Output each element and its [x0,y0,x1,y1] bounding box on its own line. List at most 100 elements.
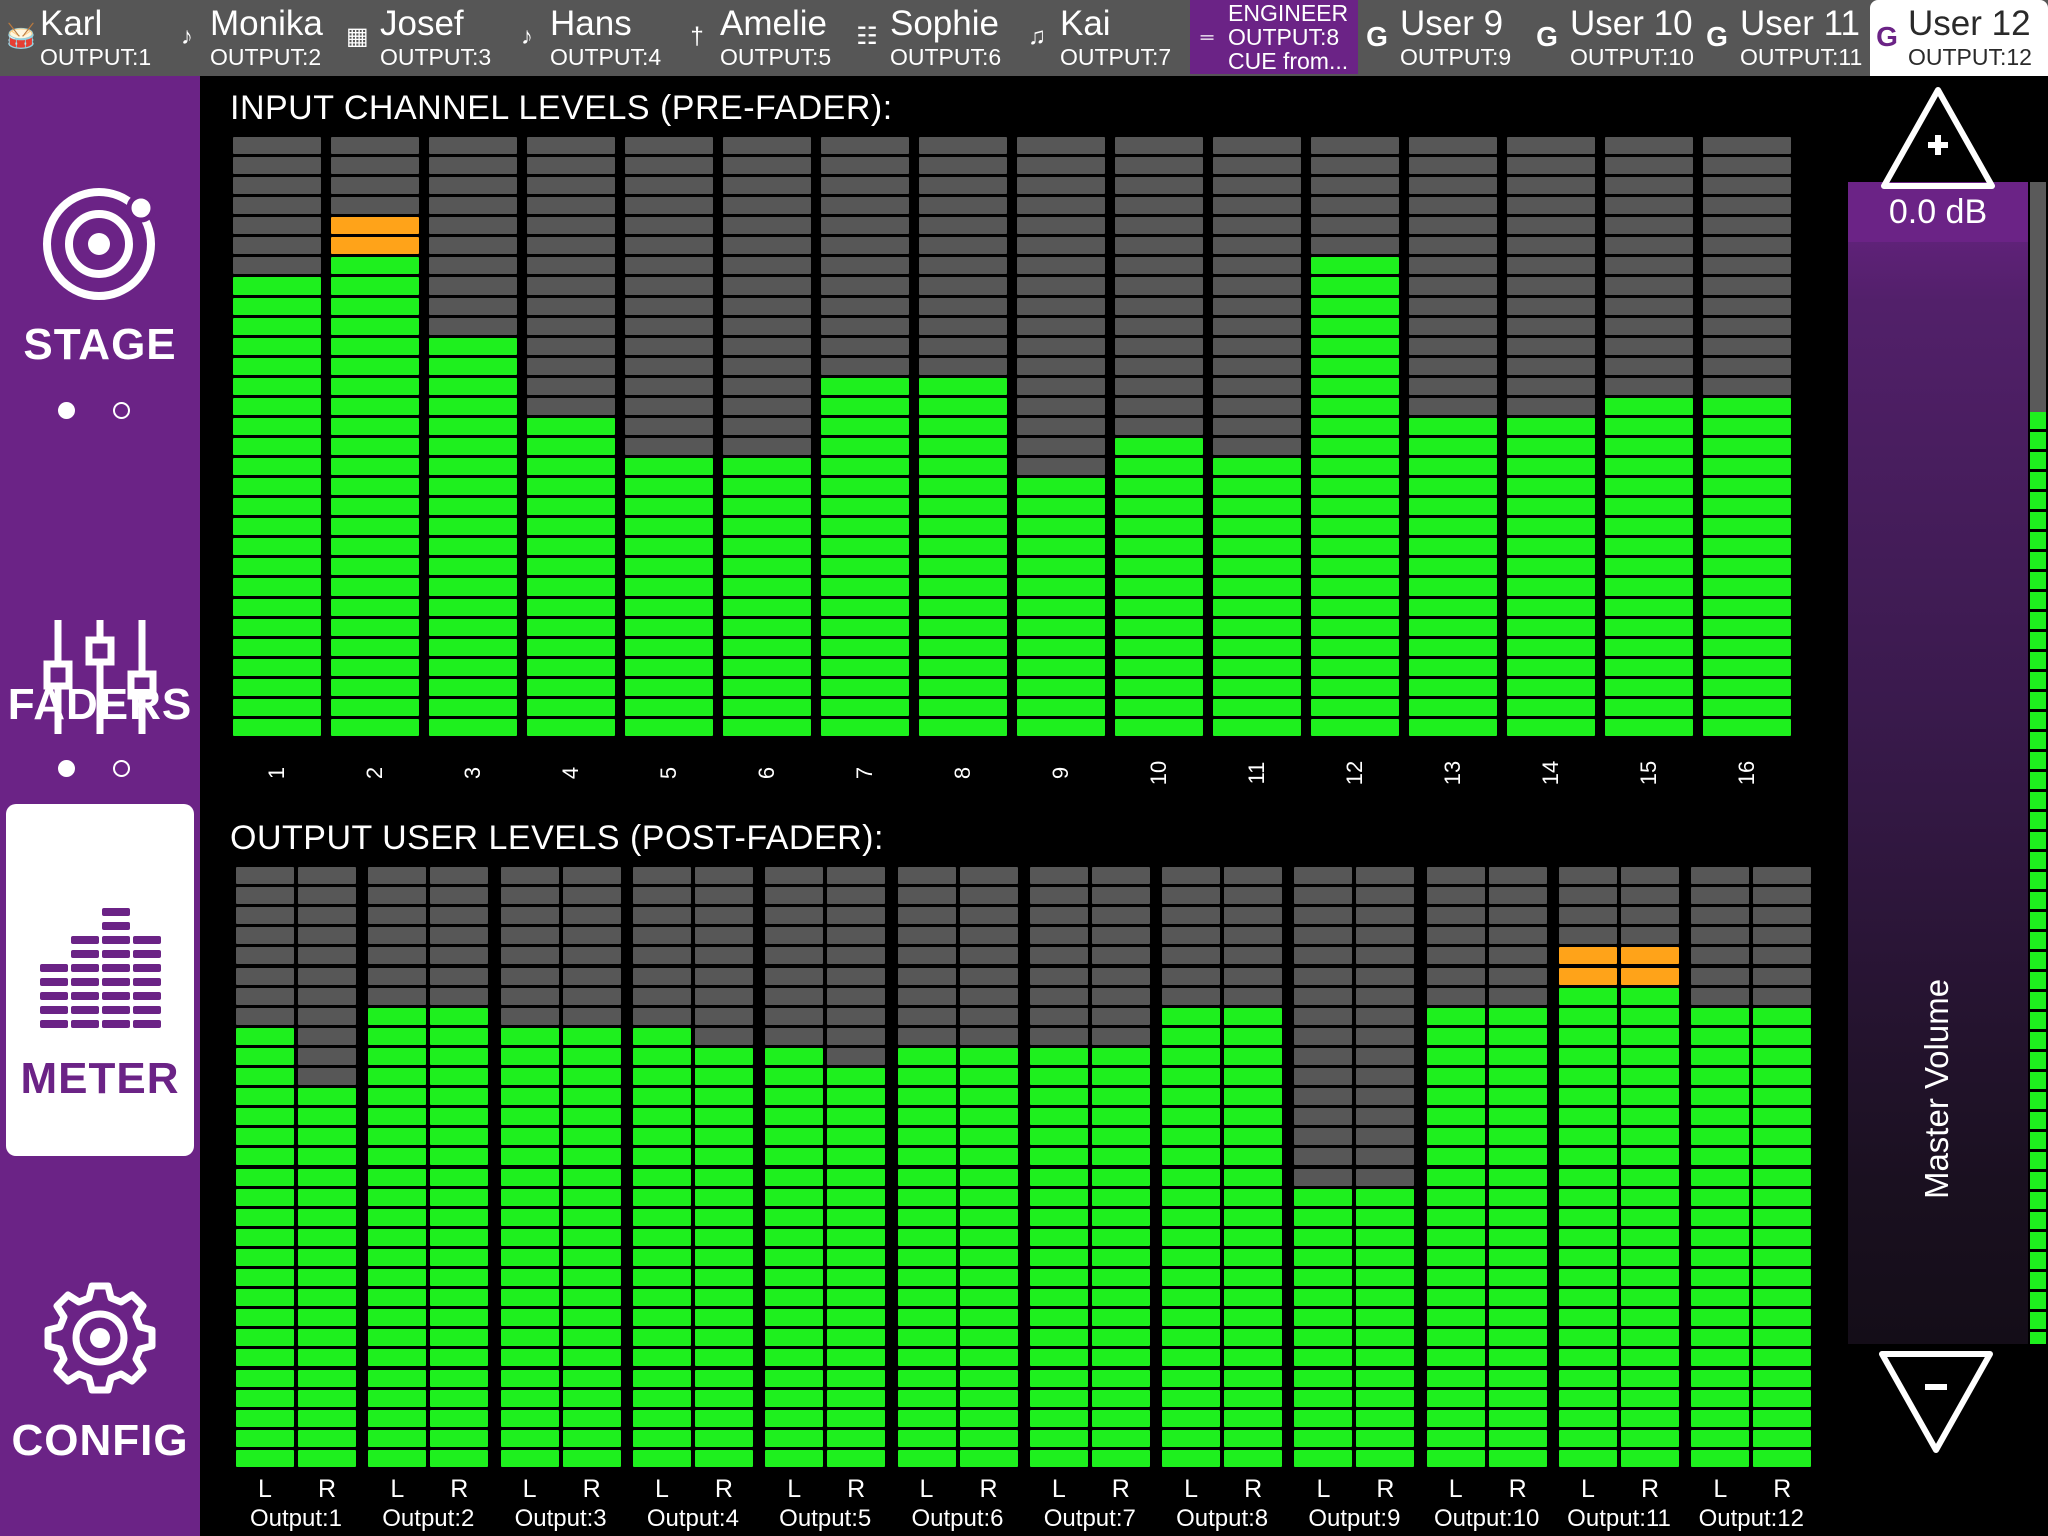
meter-segment-off [1703,277,1791,295]
user-tab-7[interactable]: ♫ Kai OUTPUT:7 [1020,0,1190,76]
meter-segment-green [1426,1269,1485,1287]
user-tab-5[interactable]: † Amelie OUTPUT:5 [680,0,850,76]
meter-segment-green [1409,698,1497,716]
user-output: OUTPUT:3 [380,44,492,70]
meter-segment-green [959,1349,1018,1367]
nav-stage[interactable]: STAGE [6,76,194,376]
meter-segment-green [430,1389,489,1407]
meter-segment-off [1703,317,1791,335]
meter-segment-green [1311,518,1399,536]
meter-segment-off [562,907,621,925]
meter-segment-green [694,1108,753,1126]
user-tab-11[interactable]: G User 11 OUTPUT:11 [1700,0,1870,76]
nav-config[interactable]: CONFIG [6,1266,194,1526]
meter-segment-green [1488,1188,1547,1206]
user-tab-6[interactable]: ☷ Sophie OUTPUT:6 [850,0,1020,76]
output-meter-right [959,867,1018,1470]
meter-segment-off [1703,357,1791,375]
meter-segment-off [919,257,1007,275]
meter-segment-green [1753,1289,1812,1307]
meter-segment-off [1507,257,1595,275]
output-meter-right [1488,867,1547,1470]
meter-segment-green [1488,1449,1547,1467]
left-channel-label: L [522,1475,537,1503]
meter-segment-off [723,397,811,415]
meter-segment-green [430,1148,489,1166]
meter-segment-off [429,217,517,235]
meter-segment-off [1091,967,1150,985]
user-tab-9[interactable]: G User 9 OUTPUT:9 [1360,0,1530,76]
output-meter-left [1162,867,1221,1470]
meter-segment-green [827,1269,886,1287]
meter-segment-green [1029,1148,1088,1166]
meter-segment-off [1488,927,1547,945]
meter-segment-off [1017,277,1105,295]
meter-segment-green [1409,438,1497,456]
meter-segment-green [1691,1148,1750,1166]
meter-segment-green [1753,1269,1812,1287]
user-tab-4[interactable]: ♪ Hans OUTPUT:4 [510,0,680,76]
meter-segment-off [897,867,956,885]
meter-segment-green [1691,1269,1750,1287]
user-tab-10[interactable]: G User 10 OUTPUT:10 [1530,0,1700,76]
meter-segment-green [1621,987,1679,1005]
meter-segment-green [1507,458,1595,476]
meter-segment-green [765,1429,824,1447]
meter-segment-off [1691,987,1750,1005]
meter-segment-green [1311,578,1399,596]
volume-down-button[interactable] [1878,1350,1994,1456]
volume-up-button[interactable] [1880,86,1996,192]
meter-segment-green [919,718,1007,736]
meter-segment-green [368,1289,427,1307]
meter-segment-off [1703,377,1791,395]
meter-segment-green [430,1168,489,1186]
meter-segment-off [1224,987,1283,1005]
meter-segment-green [897,1208,956,1226]
meter-segment-off [527,397,615,415]
output-name-label: Output:12 [1698,1505,1804,1532]
master-volume-fader[interactable] [1848,182,2028,1344]
meter-segment-off [429,277,517,295]
user-tab-2[interactable]: ♪ Monika OUTPUT:2 [170,0,340,76]
meter-segment-off [1311,197,1399,215]
meter-segment-green [368,1409,427,1427]
meter-segment-green [1162,1108,1221,1126]
meter-segment-off [562,947,621,965]
meter-segment-green [821,498,909,516]
main-navigation: STAGE FADERS METER [0,76,200,1536]
meter-segment-green [562,1329,621,1347]
meter-segment-green [694,1329,753,1347]
meter-segment-green [562,1188,621,1206]
meter-segment-green [1488,1007,1547,1025]
meter-segment-off [527,257,615,275]
meter-segment-green [298,1289,356,1307]
meter-segment-green [233,438,321,456]
meter-segment-green [1115,438,1203,456]
meter-segment-green [827,1449,886,1467]
input-channel-meter [1409,137,1497,739]
meter-segment-green [1213,598,1301,616]
user-tab-8[interactable]: ═ ENGINEER OUTPUT:8 CUE from... [1190,0,1358,74]
meter-segment-off [1294,1068,1353,1086]
user-output: OUTPUT:6 [890,44,1002,70]
meter-segment-off [1691,927,1750,945]
meter-segment-green [236,1309,294,1327]
meter-segment-green [1621,1369,1679,1387]
user-tab-12[interactable]: G User 12 OUTPUT:12 [1870,0,2048,76]
nav-meter[interactable]: METER [6,804,194,1156]
meter-segment-off [1311,177,1399,195]
meter-segment-green [1488,1128,1547,1146]
meter-segment-green [1559,1068,1617,1086]
meter-segment-off [1294,1148,1353,1166]
meter-segment-green [236,1108,294,1126]
nav-faders[interactable] [6,466,194,736]
g-logo-icon: G [1706,21,1728,52]
meter-segment-off [919,337,1007,355]
user-tab-3[interactable]: ▦ Josef OUTPUT:3 [340,0,510,76]
user-tab-1[interactable]: 🥁 Karl OUTPUT:1 [0,0,170,76]
meter-segment-green [1311,638,1399,656]
meter-segment-green [827,1429,886,1447]
meter-segment-green [233,598,321,616]
meter-segment-off [527,237,615,255]
output-meter-right [562,867,621,1470]
